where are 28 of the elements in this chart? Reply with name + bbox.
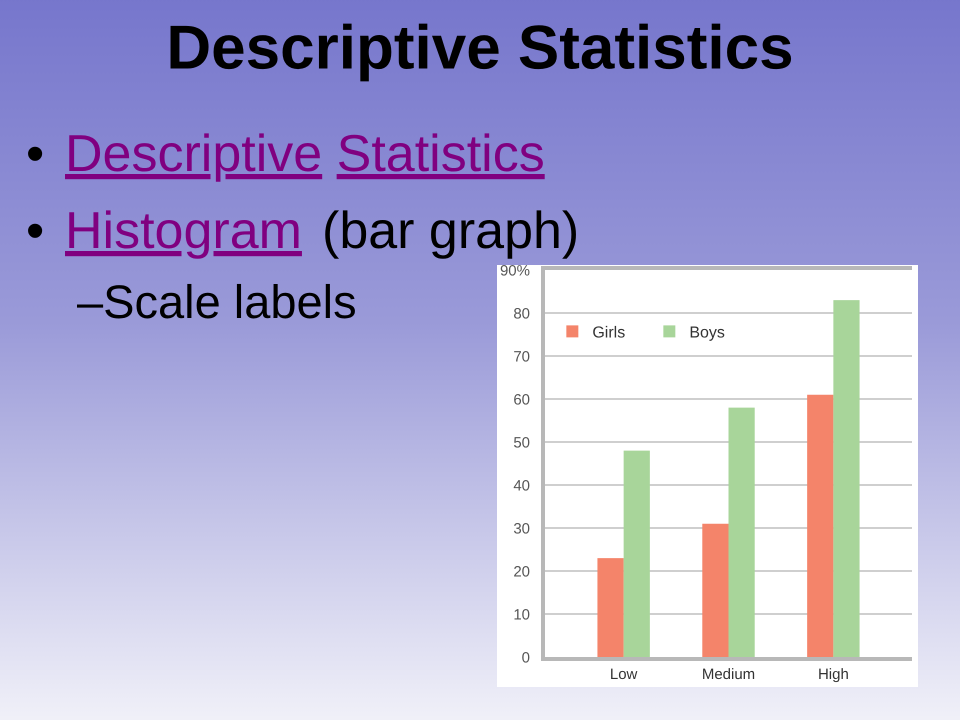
text: • <box>26 125 44 183</box>
y-tick-label: 30 <box>513 520 530 538</box>
x-tick-label: Medium <box>702 666 756 683</box>
legend-label: Boys <box>689 324 725 342</box>
y-tick-label: 80 <box>513 305 530 322</box>
y-tick-label: 70 <box>513 348 530 366</box>
bar <box>702 524 728 657</box>
bar <box>597 558 624 657</box>
x-tick-label: High <box>818 666 849 683</box>
text: –Scale labels <box>77 275 357 328</box>
y-tick-label: 20 <box>513 563 530 580</box>
y-tick-label: 90% <box>500 262 530 280</box>
bar <box>833 300 860 657</box>
x-tick-label: Low <box>610 666 638 683</box>
chart-title: Descriptive Statistics <box>166 14 794 83</box>
text: Descriptive Statistics <box>65 125 545 183</box>
bar <box>624 450 650 657</box>
y-tick-label: 60 <box>513 391 530 408</box>
text: • <box>26 202 44 260</box>
y-tick-label: 40 <box>513 477 530 494</box>
text: (bar graph) <box>322 202 580 260</box>
text: Histogram <box>65 202 302 260</box>
legend-label: Girls <box>592 324 626 342</box>
bar <box>807 394 834 657</box>
y-tick-label: 10 <box>513 606 530 624</box>
y-tick-label: 50 <box>513 434 530 452</box>
y-tick-label: 0 <box>522 649 530 666</box>
bar <box>728 408 755 657</box>
